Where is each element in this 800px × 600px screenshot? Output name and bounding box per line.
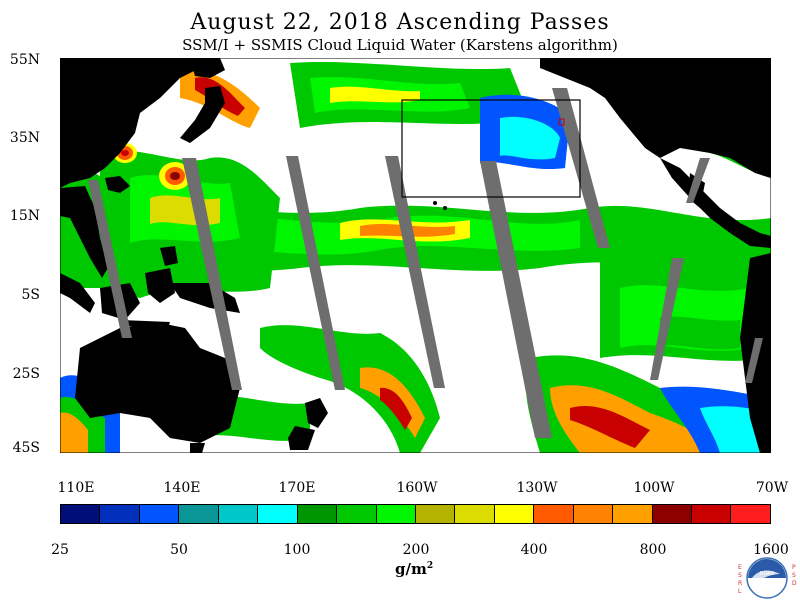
units-label: g/m2 — [395, 560, 434, 578]
logo-text-l: L — [738, 588, 742, 595]
region-outline-box — [401, 99, 581, 198]
lon-label: 70W — [755, 480, 789, 496]
colorbar-swatch — [337, 505, 377, 523]
colorbar-label: 200 — [402, 542, 430, 558]
lat-label: 45S — [12, 440, 40, 456]
map-subtitle: SSM/I + SSMIS Cloud Liquid Water (Karste… — [182, 36, 618, 54]
map-title: August 22, 2018 Ascending Passes — [190, 10, 610, 35]
logo-text-s2: S — [792, 572, 796, 579]
colorbar-swatch — [218, 505, 259, 523]
logo-text-noaa: NOAA — [760, 571, 775, 577]
logo-text-e: E — [738, 564, 742, 571]
lon-label: 170E — [278, 480, 316, 496]
colorbar-label: 100 — [283, 542, 311, 558]
noaa-logo: NOAA E S R L P S D — [738, 557, 797, 599]
colorbar-swatch — [573, 505, 614, 523]
colorbar-swatch — [258, 505, 298, 523]
colorbar-swatch — [455, 505, 495, 523]
colorbar-swatch — [652, 505, 692, 523]
lon-label: 140E — [163, 480, 201, 496]
colorbar-label: 25 — [51, 542, 69, 558]
colorbar-swatch — [613, 505, 653, 523]
colorbar-swatch — [61, 505, 101, 523]
point-marker-box — [558, 118, 565, 126]
colorbar-label: 1600 — [753, 542, 789, 558]
colorbar-swatch — [731, 505, 770, 523]
lat-label: 5S — [21, 287, 41, 303]
colorbar-swatch — [415, 505, 456, 523]
colorbar-swatch — [139, 505, 180, 523]
colorbar-swatch — [534, 505, 574, 523]
logo-text-p: P — [792, 564, 796, 571]
lon-label: 110E — [57, 480, 95, 496]
satellite-swath-gaps — [88, 88, 763, 438]
colorbar-swatch — [297, 505, 338, 523]
lon-label: 160W — [396, 480, 438, 496]
logo-text-d: D — [792, 580, 797, 587]
colorbar-label: 400 — [520, 542, 548, 558]
colorbar — [60, 504, 771, 524]
lat-label: 15N — [9, 208, 40, 224]
logo-text-s: S — [738, 572, 742, 579]
lat-label: 35N — [9, 130, 40, 146]
cloud-liquid-water-field — [60, 61, 771, 453]
lon-label: 130W — [516, 480, 558, 496]
colorbar-swatch — [376, 505, 416, 523]
cloud-water-map — [60, 58, 771, 453]
lat-label: 55N — [9, 52, 40, 68]
lat-label: 25S — [12, 366, 40, 382]
logo-text-r: R — [738, 580, 742, 587]
colorbar-label: 50 — [170, 542, 188, 558]
colorbar-swatch — [494, 505, 535, 523]
land-masses — [60, 58, 771, 453]
colorbar-swatch — [692, 505, 732, 523]
colorbar-swatch — [100, 505, 140, 523]
colorbar-label: 800 — [639, 542, 667, 558]
lon-label: 100W — [633, 480, 675, 496]
colorbar-swatch — [179, 505, 219, 523]
